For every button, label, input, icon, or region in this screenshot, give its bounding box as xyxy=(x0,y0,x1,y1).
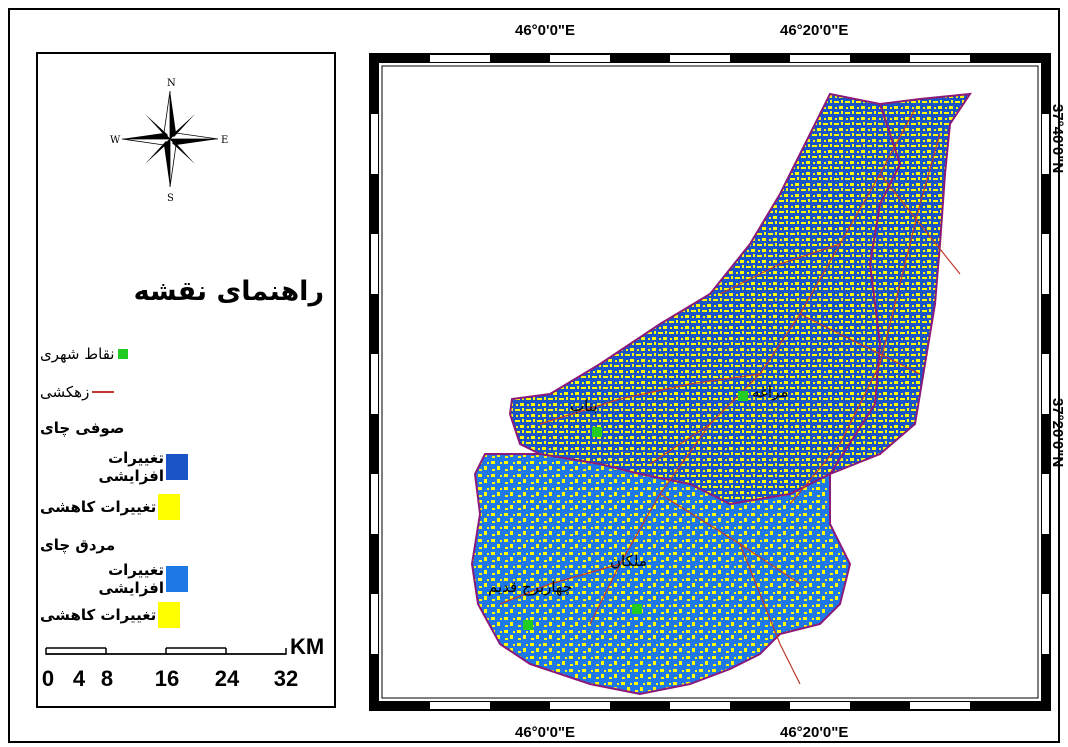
legend-soofi-increase-label: تغییرات افزایشی xyxy=(98,449,164,485)
legend-panel xyxy=(36,52,336,708)
north-arrow: N S E W xyxy=(110,78,228,204)
city-maragheh[interactable] xyxy=(738,391,748,401)
graticule-top-label-2: 46°20'0"E xyxy=(780,22,849,39)
legend-city-swatch xyxy=(118,349,129,359)
scale-tick-0: 0 xyxy=(41,666,55,691)
legend-item-rivers: زهکشی xyxy=(40,378,188,406)
legend-mardogh-increase-swatch xyxy=(166,566,188,592)
legend-item-city-points: نقاط شهری xyxy=(40,340,188,368)
scale-unit: KM xyxy=(290,634,325,659)
legend-heading-mardogh: مردق چای xyxy=(40,531,188,559)
compass-n: N xyxy=(167,78,176,89)
scale-tick-32: 32 xyxy=(273,666,299,691)
compass-w: W xyxy=(110,135,121,146)
graticule-bottom-label-1: 46°0'0"E xyxy=(515,724,576,741)
legend-basin-2-label: مردق چای xyxy=(40,536,116,554)
legend-city-label: نقاط شهری xyxy=(40,345,115,363)
compass-e: E xyxy=(221,135,228,146)
legend-basin-1-label: صوفی چای xyxy=(40,419,125,437)
legend-item-soofi-increase: تغییرات افزایشی xyxy=(40,449,188,485)
legend-mardogh-decrease-label: تغییرات کاهشی xyxy=(40,606,157,624)
legend-soofi-increase-swatch xyxy=(166,454,188,480)
legend-soofi-decrease-label: تغییرات کاهشی xyxy=(40,498,157,516)
legend-item-mardogh-decrease: تغییرات کاهشی xyxy=(40,601,188,629)
scale-tick-16: 16 xyxy=(154,666,180,691)
city-label-chaharborj: چهاربرج قدیم xyxy=(488,578,573,596)
city-malekan[interactable] xyxy=(632,604,642,614)
legend-item-mardogh-increase: تغییرات افزایشی xyxy=(40,561,188,597)
scale-tick-4: 4 xyxy=(72,666,86,691)
graticule-bottom-label-2: 46°20'0"E xyxy=(780,724,849,741)
city-chaharborj[interactable] xyxy=(523,620,533,630)
city-label-bonab: بناب xyxy=(570,397,598,415)
scale-bar xyxy=(45,647,287,655)
basin-outline xyxy=(470,92,973,696)
map-frame[interactable] xyxy=(360,44,1060,720)
legend-heading-soofi: صوفی چای xyxy=(40,414,188,442)
graticule-right-label-1: 37°40'0"N xyxy=(1049,104,1066,174)
city-label-malekan: ملکان xyxy=(610,552,647,570)
legend-title: راهنمای نقشه xyxy=(133,276,324,307)
graticule-ticks xyxy=(370,54,1050,710)
city-label-maragheh: مراغه xyxy=(752,383,789,401)
scale-tick-8: 8 xyxy=(100,666,114,691)
outer-frame xyxy=(8,8,1060,743)
graticule-top-label-1: 46°0'0"E xyxy=(515,22,576,39)
city-points xyxy=(523,391,748,630)
scale-tick-24: 24 xyxy=(214,666,240,691)
drainage-network xyxy=(499,108,961,685)
legend-item-soofi-decrease: تغییرات کاهشی xyxy=(40,493,188,521)
legend-river-swatch xyxy=(92,391,115,393)
city-bonab[interactable] xyxy=(592,427,602,437)
graticule-right-label-2: 37°20'0"N xyxy=(1049,398,1066,468)
legend-soofi-decrease-swatch xyxy=(158,494,181,520)
legend-mardogh-decrease-swatch xyxy=(158,602,181,628)
legend-mardogh-increase-label: تغییرات افزایشی xyxy=(98,561,164,597)
legend-river-label: زهکشی xyxy=(40,383,90,401)
compass-s: S xyxy=(167,193,174,204)
sub-basin-boundary xyxy=(539,103,902,506)
